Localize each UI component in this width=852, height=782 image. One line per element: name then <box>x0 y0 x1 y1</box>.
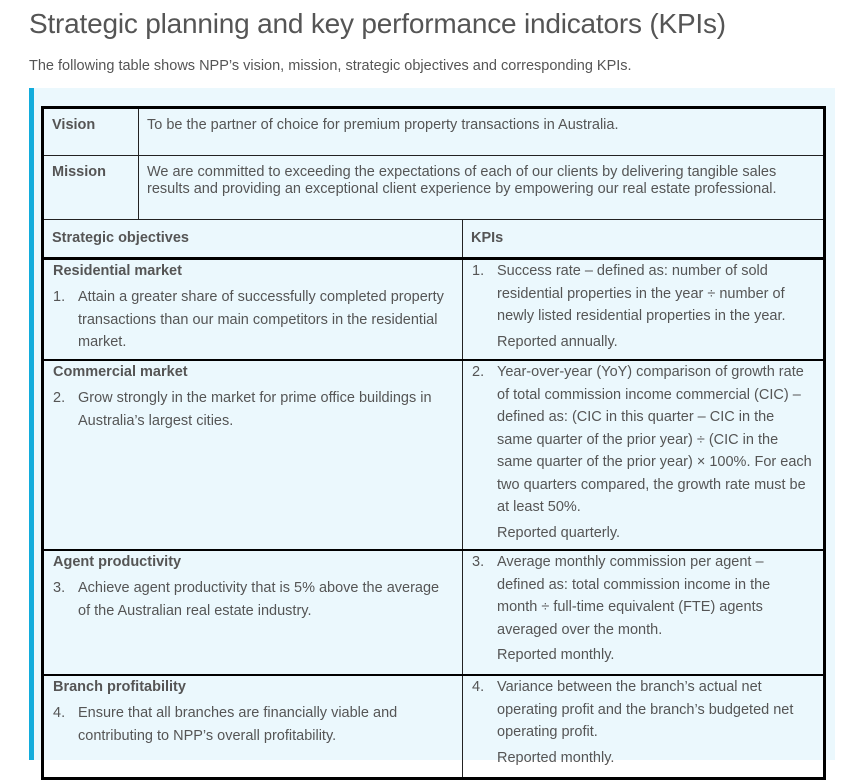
kpi-item: 3. Average monthly commission per agent … <box>463 551 823 641</box>
objective-text: Grow strongly in the market for prime of… <box>78 390 432 429</box>
objective-category: Branch profitability <box>53 679 186 695</box>
kpi-reporting: Reported monthly. <box>497 749 615 766</box>
table-row: Agent productivity 3. Achieve agent prod… <box>42 549 825 676</box>
kpi-table: Vision To be the partner of choice for p… <box>41 106 826 780</box>
objective-number: 4. <box>53 705 66 721</box>
kpi-text: Variance between the branch’s actual net… <box>497 679 794 740</box>
objective-item: 2. Grow strongly in the market for prime… <box>44 381 462 432</box>
mission-row: Mission We are committed to exceeding th… <box>42 155 825 220</box>
objective-text: Attain a greater share of successfully c… <box>78 289 444 350</box>
kpi-item: 1. Success rate – defined as: number of … <box>463 260 823 328</box>
mission-text: We are committed to exceeding the expect… <box>138 155 825 220</box>
objective-number: 3. <box>53 580 66 596</box>
kpi-cell: 3. Average monthly commission per agent … <box>462 549 825 676</box>
vision-row: Vision To be the partner of choice for p… <box>42 107 825 156</box>
objective-category: Agent productivity <box>53 554 182 570</box>
kpi-item: 4. Variance between the branch’s actual … <box>463 676 823 744</box>
kpi-reporting: Reported monthly. <box>497 647 615 663</box>
kpi-text: Success rate – defined as: number of sol… <box>497 263 786 324</box>
header-kpis: KPIs <box>462 219 825 260</box>
kpi-cell: 2. Year-over-year (YoY) comparison of gr… <box>462 359 825 551</box>
objective-category: Commercial market <box>53 364 188 380</box>
kpi-number: 2. <box>472 364 485 380</box>
mission-label: Mission <box>42 155 139 220</box>
objective-text: Achieve agent productivity that is 5% ab… <box>78 580 440 619</box>
objective-item: 1. Attain a greater share of successfull… <box>44 280 462 354</box>
objective-number: 1. <box>53 289 66 305</box>
accent-bar <box>29 88 34 760</box>
vision-label: Vision <box>42 107 139 156</box>
kpi-cell: 4. Variance between the branch’s actual … <box>462 674 825 779</box>
kpi-reporting: Reported annually. <box>497 333 618 350</box>
objective-item: 3. Achieve agent productivity that is 5%… <box>44 571 462 622</box>
objective-cell: Branch profitability 4. Ensure that all … <box>42 674 463 779</box>
table-header-row: Strategic objectives KPIs <box>42 219 825 260</box>
kpi-reporting: Reported quarterly. <box>497 524 621 541</box>
objective-cell: Commercial market 2. Grow strongly in th… <box>42 359 463 551</box>
table-row: Residential market 1. Attain a greater s… <box>42 258 825 361</box>
kpi-cell: 1. Success rate – defined as: number of … <box>462 258 825 361</box>
objective-cell: Residential market 1. Attain a greater s… <box>42 258 463 361</box>
header-objectives: Strategic objectives <box>42 219 463 260</box>
header-kpis-label: KPIs <box>471 230 504 246</box>
objective-cell: Agent productivity 3. Achieve agent prod… <box>42 549 463 676</box>
objective-category: Residential market <box>53 263 182 279</box>
objective-item: 4. Ensure that all branches are financia… <box>44 696 462 747</box>
header-objectives-label: Strategic objectives <box>52 230 189 246</box>
table-row: Commercial market 2. Grow strongly in th… <box>42 359 825 551</box>
vision-text: To be the partner of choice for premium … <box>138 107 825 156</box>
kpi-number: 1. <box>472 263 485 279</box>
table-row: Branch profitability 4. Ensure that all … <box>42 674 825 779</box>
kpi-number: 3. <box>472 554 485 570</box>
kpi-number: 4. <box>472 679 485 695</box>
page-title: Strategic planning and key performance i… <box>29 8 726 39</box>
kpi-item: 2. Year-over-year (YoY) comparison of gr… <box>463 361 823 519</box>
kpi-panel: Vision To be the partner of choice for p… <box>29 88 835 780</box>
objective-number: 2. <box>53 390 66 406</box>
objective-text: Ensure that all branches are financially… <box>78 705 398 744</box>
intro-text: The following table shows NPP’s vision, … <box>29 58 632 74</box>
kpi-text: Average monthly commission per agent – d… <box>497 554 771 638</box>
kpi-text: Year-over-year (YoY) comparison of growt… <box>497 364 812 515</box>
